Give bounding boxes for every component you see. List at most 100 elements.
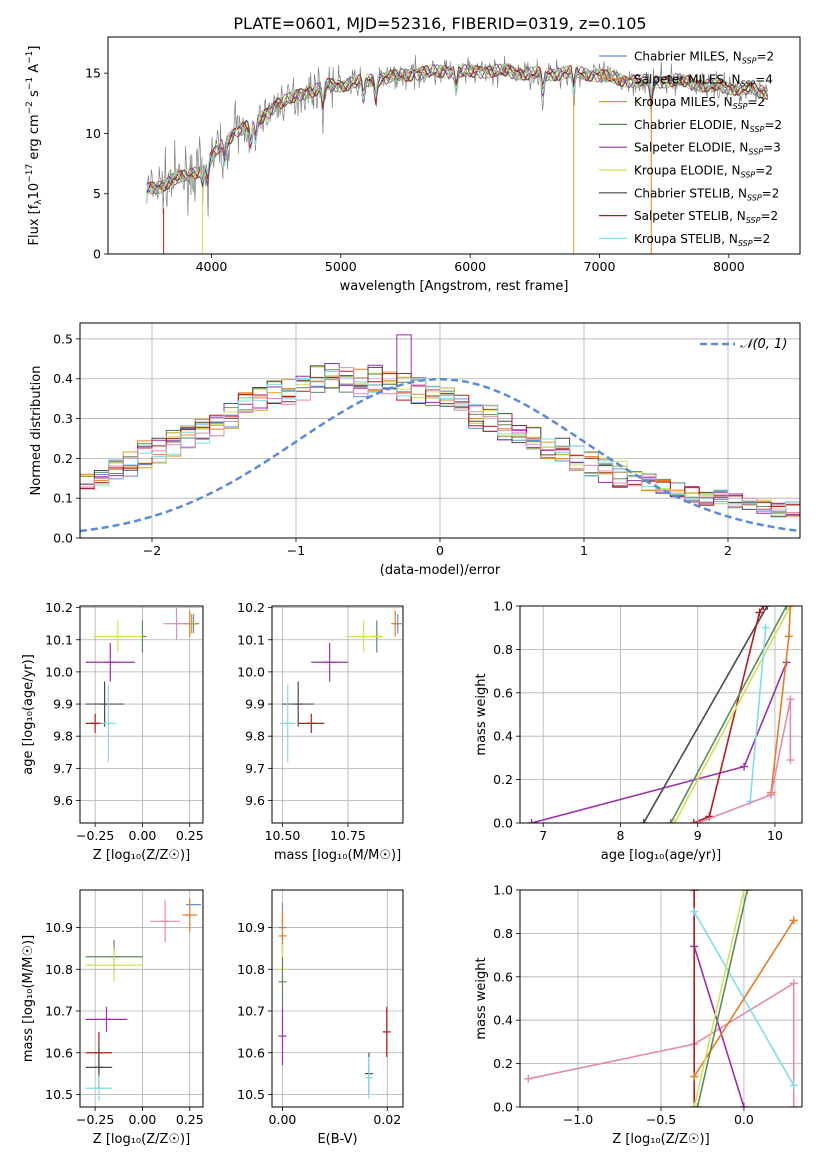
- x-tick-label: 0.00: [129, 1112, 157, 1127]
- legend-entry-tail: =2: [747, 95, 765, 109]
- plus-marker: [789, 916, 798, 925]
- x-tick-label: 6000: [454, 259, 486, 274]
- y-axis-label-part: 10: [27, 183, 42, 200]
- plus-marker: [527, 819, 536, 823]
- plus-marker: [666, 819, 675, 823]
- panel-mass-vs-extinction: 0.00 0.02 10.5 10.6 10.7 10.8 10.9 E(B-V): [237, 889, 404, 1147]
- y-tick-label: 9.6: [245, 793, 265, 808]
- y-tick-label: 0.1: [53, 491, 73, 506]
- y-axis-label: mass [log₁₀(M/M☉)]: [21, 935, 36, 1062]
- panel-age-vs-metallicity: −0.25 0.00 0.25 9.6 9.7 9.8 9.9 10.0 10.1 10.2 Z […: [21, 600, 204, 863]
- legend-entry-sub: SSP: [746, 216, 761, 225]
- histogram-step: [80, 368, 800, 516]
- y-tick-label: 0.8: [493, 642, 513, 657]
- y-tick-label: 10.0: [45, 664, 73, 679]
- plus-marker: [740, 762, 749, 771]
- y-tick-label: 10.5: [237, 1087, 265, 1102]
- legend-entry-base: Salpeter ELODIE, N: [634, 141, 748, 155]
- y-tick-label: 0.2: [53, 451, 73, 466]
- legend-entry: Kroupa STELIB, NSSP=2: [634, 232, 770, 248]
- y-axis-label-part: λ: [34, 199, 44, 205]
- y-tick-label: 9.8: [53, 729, 73, 744]
- panel-residuals: −2 −1 0 1 2 0.0 0.1 0.2 0.3 0.4 0.5 (data-model)/er…: [29, 322, 801, 578]
- y-tick-label: 10.8: [45, 962, 73, 977]
- legend-entry-sub: SSP: [748, 148, 763, 157]
- mass-weight-line: [693, 890, 745, 1107]
- legend-entry-tail: =2: [753, 232, 771, 246]
- x-tick-label: 7: [539, 828, 547, 843]
- y-tick-label: 0.2: [493, 1056, 513, 1071]
- x-tick-label: 0.0: [734, 1112, 754, 1127]
- grid-lines: [520, 605, 802, 824]
- x-axis-label: mass [log₁₀(M/M☉)]: [274, 848, 401, 863]
- y-tick-label: 0.3: [53, 411, 73, 426]
- legend-entry-sub: SSP: [741, 79, 756, 88]
- legend-entry-base: Kroupa ELODIE, N: [634, 164, 741, 178]
- mass-weight-line: [673, 606, 792, 823]
- plus-marker: [786, 756, 795, 765]
- x-tick-label: 8: [616, 828, 624, 843]
- y-tick-label: 10.2: [237, 600, 265, 615]
- x-tick-label: 5000: [325, 259, 357, 274]
- y-tick-label: 1.0: [493, 599, 513, 614]
- x-tick-label: −1: [287, 543, 305, 558]
- x-tick-label: 10: [767, 828, 783, 843]
- y-tick-label: 9.7: [53, 761, 73, 776]
- x-tick-label: −2: [143, 543, 161, 558]
- panel-mass-vs-metallicity: −0.25 0.00 0.25 10.5 10.6 10.7 10.8 10.9 Z [log₁…: [21, 889, 204, 1147]
- x-tick-label: 9: [694, 828, 702, 843]
- y-tick-label: 10.2: [45, 600, 73, 615]
- y-tick-label: 10.9: [45, 920, 73, 935]
- y-tick-label: 10.0: [237, 664, 265, 679]
- plus-marker: [524, 1074, 533, 1083]
- y-tick-label: 9.7: [245, 761, 265, 776]
- y-tick-label: 9.6: [53, 793, 73, 808]
- plot-area: [279, 610, 402, 762]
- legend-entry: Chabrier STELIB, NSSP=2: [634, 186, 779, 202]
- y-axis-label: Flux [fλ10−17 erg cm−2 s−1 A−1]: [25, 46, 44, 246]
- y-axis-label-part: erg cm: [27, 114, 42, 163]
- plus-marker: [784, 632, 793, 641]
- gaussian-curve: [80, 377, 800, 533]
- mass-weight-line: [693, 606, 765, 823]
- y-axis-label: mass weight: [474, 957, 489, 1039]
- plus-marker: [786, 695, 795, 704]
- plus-marker: [690, 1072, 699, 1081]
- axes-frame: [271, 605, 404, 824]
- y-tick-label: 10.1: [237, 632, 265, 647]
- mass-weight-line: [642, 606, 768, 823]
- plus-marker: [693, 819, 702, 823]
- plus-marker: [761, 623, 770, 632]
- y-tick-label: 0: [93, 247, 101, 262]
- y-tick-label: 0.5: [53, 331, 73, 346]
- figure-title: PLATE=0601, MJD=52316, FIBERID=0319, z=0…: [233, 14, 646, 33]
- legend-entry: Kroupa MILES, NSSP=2: [634, 95, 765, 111]
- plus-marker: [693, 1103, 702, 1107]
- y-tick-label: 10.1: [45, 632, 73, 647]
- legend-entry-base: Salpeter STELIB, N: [634, 209, 746, 223]
- panel-mass-weight-vs-age: 7 8 9 10 0.0 0.2 0.4 0.6 0.8 1.0 age [log₁₀(age/yr…: [474, 599, 803, 863]
- axes-frame: [79, 889, 204, 1108]
- x-tick-label: 7000: [584, 259, 616, 274]
- x-tick-label: 4000: [196, 259, 228, 274]
- legend-entry: Salpeter ELODIE, NSSP=3: [634, 141, 781, 157]
- plus-marker: [767, 790, 776, 799]
- y-axis-label: mass weight: [474, 673, 489, 755]
- y-axis-label-part: −1: [25, 77, 35, 90]
- plus-marker: [689, 819, 698, 823]
- y-axis-label-part: Flux [f: [27, 204, 42, 245]
- legend-entry-tail: =2: [755, 164, 773, 178]
- plus-marker: [639, 819, 648, 823]
- plus-marker: [786, 606, 795, 610]
- y-tick-label: 10.9: [237, 920, 265, 935]
- y-tick-label: 0.0: [493, 816, 513, 831]
- legend-entry: Salpeter MILES, NSSP=4: [634, 72, 773, 88]
- y-axis-label-part: −1: [25, 51, 35, 64]
- x-tick-label: −0.25: [76, 1112, 114, 1127]
- x-tick-label: 0.00: [129, 828, 157, 843]
- mass-weight-line: [749, 627, 767, 802]
- x-axis-label: Z [log₁₀(Z/Z☉)]: [93, 848, 190, 863]
- plus-marker: [782, 606, 791, 610]
